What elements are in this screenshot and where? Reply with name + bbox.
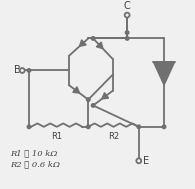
Text: R1 ≅ 10 kΩ: R1 ≅ 10 kΩ: [11, 149, 58, 157]
Circle shape: [125, 31, 129, 34]
Circle shape: [87, 98, 90, 101]
Circle shape: [87, 125, 90, 129]
Text: R1: R1: [51, 132, 62, 141]
Text: R2: R2: [108, 132, 119, 141]
Circle shape: [27, 69, 31, 72]
Circle shape: [91, 104, 95, 107]
Text: B: B: [14, 65, 21, 75]
Circle shape: [91, 37, 95, 40]
Circle shape: [162, 125, 166, 129]
Polygon shape: [73, 87, 80, 93]
Text: C: C: [124, 1, 130, 11]
Circle shape: [125, 37, 129, 40]
Polygon shape: [102, 93, 109, 99]
Text: R2 ≅ 0.6 kΩ: R2 ≅ 0.6 kΩ: [11, 161, 61, 169]
Circle shape: [137, 125, 141, 129]
Circle shape: [27, 125, 31, 129]
Polygon shape: [153, 62, 175, 85]
Polygon shape: [96, 42, 103, 49]
Text: E: E: [143, 156, 149, 166]
Polygon shape: [80, 40, 86, 46]
